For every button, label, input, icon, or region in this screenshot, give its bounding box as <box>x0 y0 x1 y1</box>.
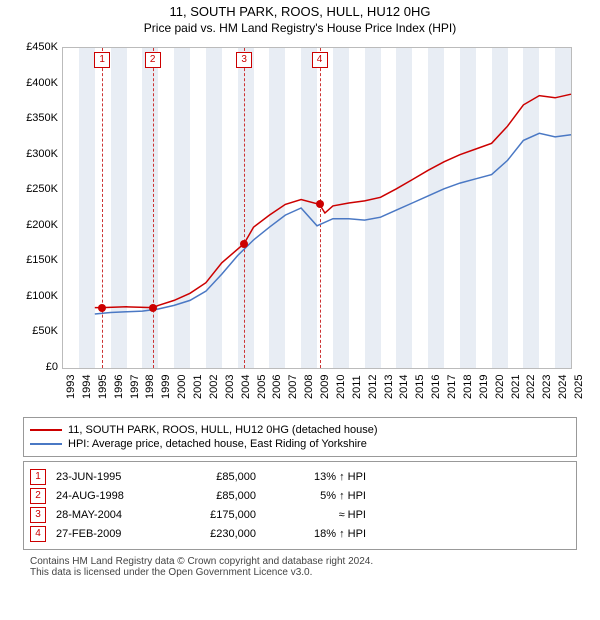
x-tick-label: 2004 <box>240 375 252 399</box>
sales-date: 28-MAY-2004 <box>56 509 156 521</box>
x-tick-label: 2008 <box>303 375 315 399</box>
x-tick-label: 2003 <box>224 375 236 399</box>
y-tick-label: £400K <box>26 77 58 89</box>
sales-date: 24-AUG-1998 <box>56 490 156 502</box>
sale-point <box>240 240 248 248</box>
sale-point <box>98 304 106 312</box>
x-tick-label: 1997 <box>129 375 141 399</box>
x-tick-label: 2006 <box>271 375 283 399</box>
sales-price: £175,000 <box>166 509 256 521</box>
legend-swatch <box>30 429 62 431</box>
sales-marker: 2 <box>30 488 46 504</box>
x-tick-label: 2020 <box>494 375 506 399</box>
chart-title-sub: Price paid vs. HM Land Registry's House … <box>2 21 598 35</box>
sales-date: 23-JUN-1995 <box>56 471 156 483</box>
footer-line2: This data is licensed under the Open Gov… <box>30 567 570 578</box>
x-tick-label: 2019 <box>478 375 490 399</box>
x-tick-label: 2023 <box>541 375 553 399</box>
x-tick-label: 2002 <box>208 375 220 399</box>
legend-swatch <box>30 443 62 445</box>
legend-item-0: 11, SOUTH PARK, ROOS, HULL, HU12 0HG (de… <box>30 424 570 436</box>
sales-price: £230,000 <box>166 528 256 540</box>
sales-price: £85,000 <box>166 471 256 483</box>
x-tick-label: 2017 <box>446 375 458 399</box>
x-tick-label: 2001 <box>192 375 204 399</box>
sales-row-4: 4 27-FEB-2009 £230,000 18% ↑ HPI <box>30 526 570 542</box>
y-tick-label: £200K <box>26 219 58 231</box>
x-tick-label: 2007 <box>287 375 299 399</box>
chart-title-address: 11, SOUTH PARK, ROOS, HULL, HU12 0HG <box>2 4 598 19</box>
x-tick-label: 2016 <box>430 375 442 399</box>
sales-delta: ≈ HPI <box>266 509 366 521</box>
x-tick-label: 1998 <box>144 375 156 399</box>
sales-date: 27-FEB-2009 <box>56 528 156 540</box>
plot-area: 1 2 3 4 <box>62 47 572 369</box>
legend-item-1: HPI: Average price, detached house, East… <box>30 438 570 450</box>
y-tick-label: £150K <box>26 254 58 266</box>
sale-point <box>149 304 157 312</box>
x-tick-label: 1993 <box>65 375 77 399</box>
x-tick-label: 2022 <box>525 375 537 399</box>
x-tick-label: 2010 <box>335 375 347 399</box>
series-hpi <box>95 133 571 314</box>
sales-row-1: 1 23-JUN-1995 £85,000 13% ↑ HPI <box>30 469 570 485</box>
x-tick-label: 1994 <box>81 375 93 399</box>
x-tick-label: 2014 <box>398 375 410 399</box>
sales-price: £85,000 <box>166 490 256 502</box>
legend-label: 11, SOUTH PARK, ROOS, HULL, HU12 0HG (de… <box>68 424 378 436</box>
y-tick-label: £0 <box>46 361 58 373</box>
event-marker-4: 4 <box>312 52 328 68</box>
series-subject <box>95 94 571 307</box>
event-marker-2: 2 <box>145 52 161 68</box>
legend: 11, SOUTH PARK, ROOS, HULL, HU12 0HG (de… <box>23 417 577 457</box>
event-marker-1: 1 <box>94 52 110 68</box>
sales-delta: 18% ↑ HPI <box>266 528 366 540</box>
x-tick-label: 2024 <box>557 375 569 399</box>
sales-marker: 4 <box>30 526 46 542</box>
x-tick-label: 2015 <box>414 375 426 399</box>
x-tick-label: 1999 <box>160 375 172 399</box>
sale-point <box>316 200 324 208</box>
x-tick-label: 2018 <box>462 375 474 399</box>
y-tick-label: £450K <box>26 41 58 53</box>
sales-row-2: 2 24-AUG-1998 £85,000 5% ↑ HPI <box>30 488 570 504</box>
chart-container: 1 2 3 4 £0 £50K £100K £150K £200K £250K £300K £350… <box>20 41 580 411</box>
legend-label: HPI: Average price, detached house, East… <box>68 438 367 450</box>
x-tick-label: 2013 <box>383 375 395 399</box>
y-tick-label: £100K <box>26 290 58 302</box>
x-tick-label: 2012 <box>367 375 379 399</box>
x-tick-label: 1996 <box>113 375 125 399</box>
footer-line1: Contains HM Land Registry data © Crown c… <box>30 556 570 567</box>
x-tick-label: 1995 <box>97 375 109 399</box>
y-tick-label: £50K <box>32 325 58 337</box>
sales-row-3: 3 28-MAY-2004 £175,000 ≈ HPI <box>30 507 570 523</box>
sales-marker: 3 <box>30 507 46 523</box>
x-tick-label: 2009 <box>319 375 331 399</box>
event-marker-3: 3 <box>236 52 252 68</box>
y-tick-label: £300K <box>26 148 58 160</box>
x-tick-label: 2005 <box>256 375 268 399</box>
x-tick-label: 2025 <box>573 375 585 399</box>
footer-attribution: Contains HM Land Registry data © Crown c… <box>30 556 570 578</box>
x-tick-label: 2011 <box>351 375 363 399</box>
x-tick-label: 2021 <box>510 375 522 399</box>
y-tick-label: £250K <box>26 183 58 195</box>
sales-delta: 13% ↑ HPI <box>266 471 366 483</box>
sales-delta: 5% ↑ HPI <box>266 490 366 502</box>
y-tick-label: £350K <box>26 112 58 124</box>
sales-marker: 1 <box>30 469 46 485</box>
x-tick-label: 2000 <box>176 375 188 399</box>
sales-table: 1 23-JUN-1995 £85,000 13% ↑ HPI 2 24-AUG-1998… <box>23 461 577 550</box>
